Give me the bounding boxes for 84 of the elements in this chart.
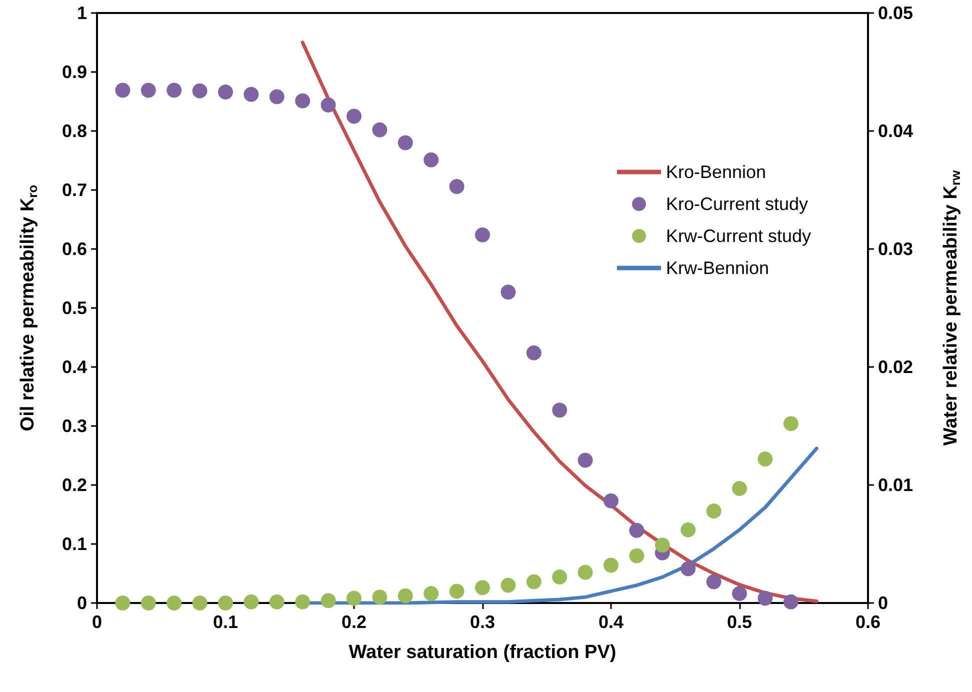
point xyxy=(475,580,490,596)
point xyxy=(244,594,259,610)
y-tick-label: 0.4 xyxy=(62,357,87,377)
point xyxy=(295,594,310,610)
x-axis-title: Water saturation (fraction PV) xyxy=(348,642,616,663)
point xyxy=(372,122,388,138)
point xyxy=(783,416,798,432)
y-tick-label: 0.5 xyxy=(62,298,87,318)
point xyxy=(680,522,696,538)
point xyxy=(706,503,722,518)
legend-label: Krw-Bennion xyxy=(666,258,770,278)
point xyxy=(526,574,542,590)
point xyxy=(732,481,747,496)
point xyxy=(192,596,208,610)
x-tick-label: 0.5 xyxy=(726,612,752,632)
point xyxy=(320,98,336,113)
y2-tick-label: 0.02 xyxy=(878,357,914,377)
point xyxy=(140,596,156,610)
point xyxy=(578,564,593,580)
point xyxy=(449,178,464,194)
y-axis-title: Oil relative permeability Kro xyxy=(18,184,40,432)
x-tick-label: 0.6 xyxy=(855,612,881,632)
x-tick-label: 0.1 xyxy=(212,612,238,632)
y-tick-label: 0.8 xyxy=(62,121,87,141)
y2-tick-label: 0.03 xyxy=(878,239,914,259)
point xyxy=(449,584,464,599)
point xyxy=(244,86,259,102)
point xyxy=(654,538,670,553)
point xyxy=(475,227,490,242)
point xyxy=(269,594,284,610)
point xyxy=(629,548,644,564)
y2-tick-label: 0.01 xyxy=(878,475,914,495)
point xyxy=(552,402,568,418)
point xyxy=(552,570,568,585)
point xyxy=(346,590,362,606)
point xyxy=(783,594,798,610)
point xyxy=(218,596,233,610)
point xyxy=(758,590,773,606)
y-tick-label: 0.3 xyxy=(62,416,87,436)
point xyxy=(115,596,130,610)
point xyxy=(732,586,747,602)
y-tick-label: 0.6 xyxy=(62,239,87,259)
y-tick-label: 0 xyxy=(76,593,87,613)
x-tick-label: 0.4 xyxy=(598,612,624,632)
point xyxy=(166,82,182,98)
point xyxy=(320,593,336,608)
point xyxy=(424,152,439,168)
legend-label: Kro-Bennion xyxy=(666,162,766,182)
point xyxy=(706,574,722,590)
y2-axis-title: Water relative permeability Krw xyxy=(940,169,963,446)
point xyxy=(372,590,388,605)
point xyxy=(398,588,413,604)
point xyxy=(758,452,773,467)
y-tick-label: 0.9 xyxy=(62,62,87,82)
point xyxy=(346,108,362,124)
legend-label: Krw-Current study xyxy=(666,226,812,246)
y-tick-label: 0.2 xyxy=(62,475,87,495)
legend-label: Kro-Current study xyxy=(666,194,808,214)
point xyxy=(680,561,696,576)
y2-tick-label: 0.05 xyxy=(878,3,914,23)
y-tick-label: 1 xyxy=(76,3,87,23)
y-tick-label: 0.1 xyxy=(62,534,87,554)
point xyxy=(578,452,593,468)
point xyxy=(604,493,618,508)
point xyxy=(192,83,208,98)
point xyxy=(295,93,310,108)
x-tick-label: 0 xyxy=(92,612,102,632)
point xyxy=(218,84,233,100)
point xyxy=(115,82,130,98)
point xyxy=(526,345,542,360)
point xyxy=(604,558,618,573)
point xyxy=(398,135,413,150)
y2-tick-label: 0 xyxy=(878,593,888,613)
x-tick-label: 0.3 xyxy=(470,612,496,632)
point xyxy=(269,89,284,104)
point xyxy=(424,586,439,602)
point xyxy=(166,596,182,610)
point xyxy=(140,82,156,98)
x-tick-label: 0.2 xyxy=(341,612,367,632)
y2-tick-label: 0.04 xyxy=(878,121,914,141)
point xyxy=(500,578,516,593)
point xyxy=(500,284,516,300)
point xyxy=(629,522,644,538)
y-tick-label: 0.7 xyxy=(62,180,87,200)
